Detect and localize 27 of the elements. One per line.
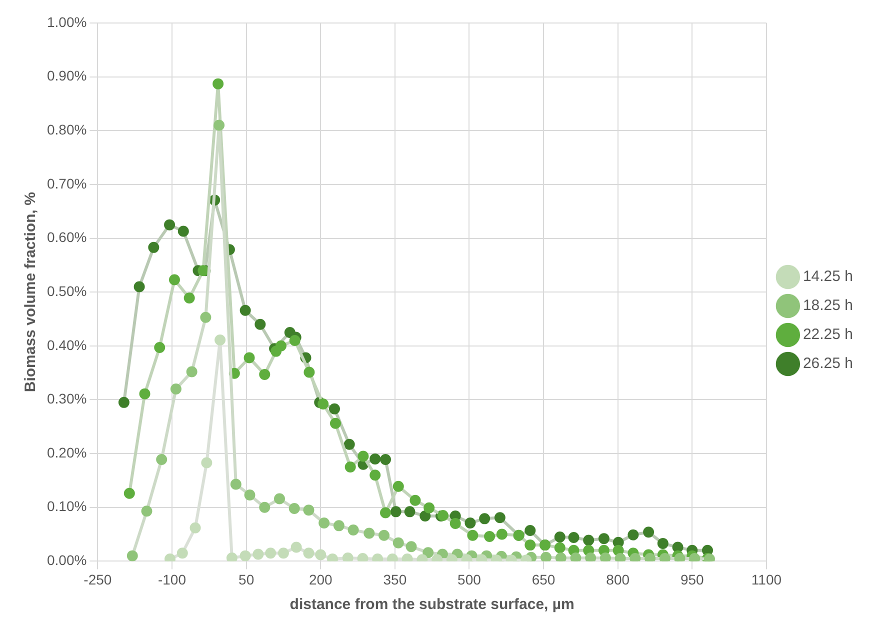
- x-tick-label: 50: [238, 571, 254, 588]
- x-axis-title: distance from the substrate surface, µm: [290, 596, 574, 614]
- x-tick-label: 500: [458, 571, 482, 588]
- x-tick-label: 650: [532, 571, 556, 588]
- y-tick-label: 0.80%: [46, 122, 87, 138]
- x-tick-label: 200: [308, 571, 333, 588]
- y-tick-label: 0.90%: [46, 68, 87, 84]
- x-tick-label: 950: [680, 571, 704, 588]
- y-tick-label: 0.20%: [46, 444, 87, 460]
- y-tick-label: 1.00%: [46, 14, 87, 30]
- y-tick-label: 0.70%: [46, 175, 87, 192]
- y-axis-title: Biomass volume fraction, %: [22, 192, 40, 392]
- y-tick-label: 0.30%: [46, 390, 87, 407]
- legend-label: 18.25 h: [802, 297, 853, 314]
- x-tick-label: -100: [158, 571, 186, 588]
- legend-label: 22.25 h: [802, 326, 853, 344]
- y-tick-label: 0.00%: [46, 552, 87, 568]
- y-tick-label: 0.10%: [46, 498, 87, 514]
- x-tick-label: 1100: [751, 571, 782, 588]
- y-tick-label: 0.60%: [46, 229, 87, 246]
- x-tick-label: -250: [84, 571, 112, 588]
- x-tick-label: 350: [383, 571, 407, 588]
- y-tick-label: 0.40%: [46, 336, 87, 353]
- legend-label: 26.25 h: [802, 355, 853, 372]
- y-tick-label: 0.50%: [46, 282, 87, 299]
- legend-label: 14.25 h: [802, 268, 853, 286]
- x-tick-label: 800: [606, 571, 630, 588]
